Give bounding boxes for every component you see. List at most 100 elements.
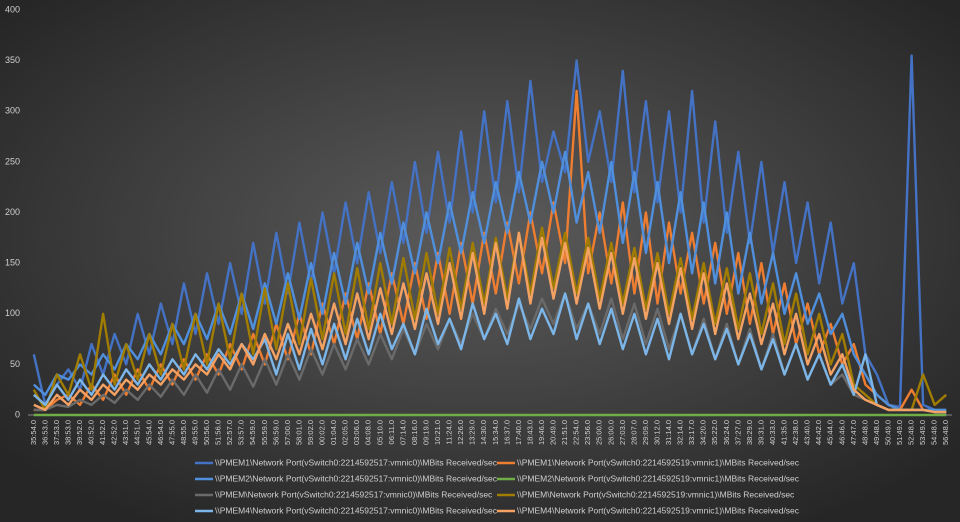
x-tick-label: 30:12.0 [652,420,661,445]
legend-label: \\PMEM1\Network Port(vSwitch0:2214592517… [215,457,498,467]
x-tick-label: 44:51.0 [133,420,142,445]
x-tick-label: 53:57.0 [237,420,246,445]
x-tick-label: 49:55.0 [190,420,199,445]
y-tick-label: 0 [15,409,20,419]
x-tick-label: 42:52.0 [110,420,119,445]
x-tick-label: 14:30.0 [479,420,488,445]
x-tick-label: 10:21.0 [433,420,442,445]
x-tick-label: 59:02.0 [306,420,315,445]
y-tick-label: 250 [5,156,20,166]
x-tick-label: 37:53.0 [52,420,61,445]
x-tick-label: 40:33.0 [768,420,777,445]
y-tick-label: 300 [5,106,20,116]
x-tick-label: 02:05.0 [341,420,350,445]
x-tick-label: 16:37.0 [502,420,511,445]
x-tick-label: 39:31.0 [756,420,765,445]
x-tick-label: 45:44.0 [826,420,835,445]
x-tick-label: 52:48.0 [907,420,916,445]
x-tick-label: 11:24.0 [445,420,454,444]
y-tick-label: 100 [5,308,20,318]
x-tick-label: 36:53.0 [40,420,49,445]
x-tick-label: 23:56.0 [583,420,592,445]
x-tick-label: 35:54.0 [29,420,38,445]
legend-label: \\PMEM4\Network Port(vSwitch0:2214592517… [215,505,498,515]
x-tick-label: 44:42.0 [814,420,823,445]
y-tick-label: 400 [5,4,20,14]
x-tick-label: 12:26.0 [456,420,465,445]
x-tick-label: 27:03.0 [618,420,627,445]
x-tick-label: 56:48.0 [941,420,950,445]
x-tick-label: 51:49.0 [895,420,904,445]
x-tick-label: 54:48.0 [930,420,939,445]
x-tick-label: 00:02.0 [318,420,327,445]
x-tick-label: 46:54.0 [156,420,165,445]
x-tick-label: 49:48.0 [872,420,881,445]
x-tick-label: 43:40.0 [803,420,812,445]
x-tick-label: 29:09.0 [641,420,650,445]
x-tick-label: 06:11.0 [387,420,396,444]
x-tick-label: 39:52.0 [75,420,84,445]
y-tick-label: 150 [5,258,20,268]
y-tick-label: 200 [5,207,20,217]
x-tick-label: 57:00.0 [283,420,292,445]
x-tick-label: 47:47.0 [849,420,858,445]
y-tick-label: 50 [10,359,20,369]
x-tick-label: 50:56.0 [202,420,211,445]
x-tick-label: 25:00.0 [595,420,604,445]
x-tick-label: 26:00.0 [606,420,615,445]
x-tick-label: 55:59.0 [260,420,269,445]
x-tick-label: 36:24.0 [722,420,731,445]
series-line [33,150,947,412]
x-tick-label: 17:40.0 [514,420,523,445]
x-tick-label: 34:20.0 [699,420,708,445]
x-tick-label: 33:17.0 [687,420,696,445]
x-tick-label: 56:59.0 [271,420,280,445]
x-tick-label: 45:54.0 [144,420,153,445]
x-tick-label: 18:43.0 [525,420,534,445]
x-tick-label: 01:04.0 [329,420,338,445]
x-tick-label: 05:10.0 [375,420,384,445]
x-tick-label: 38:29.0 [745,420,754,445]
x-tick-label: 43:51.0 [121,420,130,445]
x-tick-label: 13:29.0 [468,420,477,445]
x-tick-label: 46:46.0 [837,420,846,445]
y-tick-label: 350 [5,55,20,65]
x-tick-label: 42:38.0 [791,420,800,445]
x-tick-label: 07:14.0 [398,420,407,445]
x-tick-label: 40:52.0 [87,420,96,445]
series-line [33,292,947,414]
x-tick-label: 08:16.0 [410,420,419,445]
x-tick-label: 41:52.0 [98,420,107,445]
x-tick-label: 15:34.0 [491,420,500,445]
legend-label: \\PMEM\Network Port(vSwitch0:2214592517:… [215,489,493,499]
x-tick-label: 53:49.0 [918,420,927,445]
x-tick-label: 09:19.0 [421,420,430,445]
x-tick-label: 22:54.0 [572,420,581,445]
x-tick-label: 58:01.0 [294,420,303,445]
x-tick-label: 48:48.0 [860,420,869,445]
series-line [32,226,947,412]
x-tick-label: 35:22.0 [710,420,719,445]
x-tick-label: 32:14.0 [676,420,685,445]
legend-label: \\PMEM\Network Port(vSwitch0:2214592519:… [517,489,795,499]
x-tick-label: 41:35.0 [780,420,789,445]
x-tick-label: 54:59.0 [248,420,257,445]
legend-label: \\PMEM4\Network Port(vSwitch0:2214592519… [517,505,800,515]
x-tick-label: 47:55.0 [167,420,176,445]
series-line [33,231,947,414]
x-tick-label: 31:14.0 [664,420,673,445]
legend-label: \\PMEM2\Network Port(vSwitch0:2214592519… [517,473,800,483]
series-line [32,54,947,412]
legend-label: \\PMEM1\Network Port(vSwitch0:2214592519… [517,457,800,467]
x-tick-label: 19:46.0 [537,420,546,445]
legend-label: \\PMEM2\Network Port(vSwitch0:2214592517… [215,473,498,483]
x-tick-label: 04:08.0 [364,420,373,445]
x-tick-label: 51:56.0 [214,420,223,445]
x-tick-label: 20:49.0 [549,420,558,445]
x-tick-label: 50:49.0 [883,420,892,445]
x-tick-label: 28:07.0 [629,420,638,445]
x-tick-label: 48:55.0 [179,420,188,445]
x-tick-label: 21:51.0 [560,420,569,445]
x-tick-label: 38:53.0 [63,420,72,445]
